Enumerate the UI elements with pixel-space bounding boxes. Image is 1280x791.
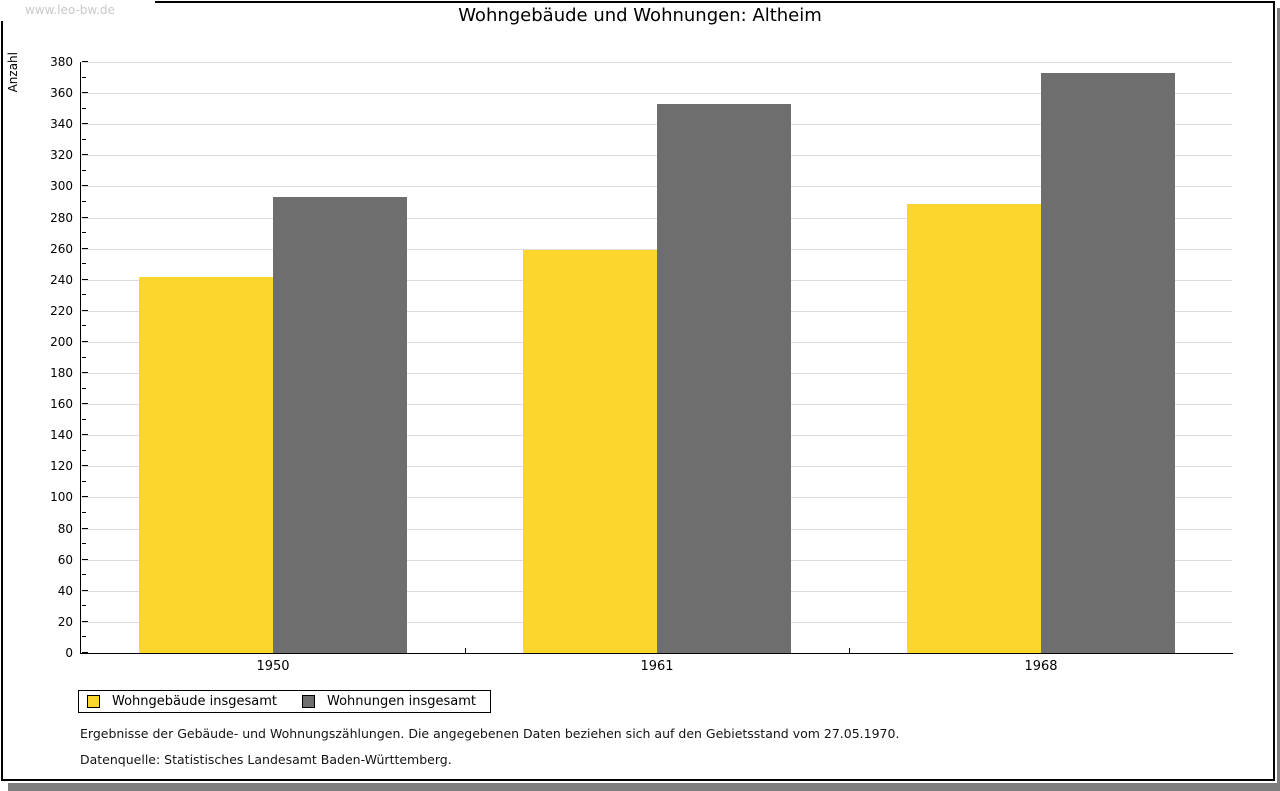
y-minor-tick — [82, 169, 86, 171]
y-minor-tick — [82, 294, 86, 296]
legend-label-wohnungen: Wohnungen insgesamt — [327, 694, 476, 709]
y-minor-tick — [82, 605, 86, 607]
y-tick-label: 80 — [57, 521, 73, 536]
gridline — [82, 62, 1232, 63]
y-tick-label: 360 — [50, 86, 73, 101]
y-major-tick — [82, 558, 88, 560]
bar — [523, 250, 657, 653]
footer-note: Ergebnisse der Gebäude- und Wohnungszähl… — [80, 726, 900, 741]
y-tick-label: 160 — [50, 397, 73, 412]
legend-swatch-yellow — [87, 695, 100, 708]
y-tick-label: 240 — [50, 272, 73, 287]
bar — [139, 277, 273, 653]
y-minor-tick — [82, 480, 86, 482]
chart-title: Wohngebäude und Wohnungen: Altheim — [458, 5, 822, 26]
y-major-tick — [82, 620, 88, 622]
y-major-tick — [82, 92, 88, 94]
y-tick-label: 140 — [50, 428, 73, 443]
y-tick-label: 120 — [50, 459, 73, 474]
y-major-tick — [82, 185, 88, 187]
x-tick-label: 1968 — [1024, 659, 1058, 674]
x-tick-label: 1961 — [640, 659, 674, 674]
frame-shadow-bottom — [8, 783, 1280, 791]
y-minor-tick — [82, 512, 86, 514]
frame-shadow-right — [1277, 8, 1280, 791]
group-divider-tick — [849, 648, 850, 653]
y-minor-tick — [82, 418, 86, 420]
y-minor-tick — [82, 263, 86, 265]
y-major-tick — [82, 403, 88, 405]
bar — [1041, 73, 1175, 653]
bar — [657, 104, 791, 653]
legend-item-wohngebaeude: Wohngebäude insgesamt — [87, 695, 277, 708]
watermark: www.leo-bw.de — [0, 0, 155, 21]
bar — [907, 204, 1041, 653]
y-major-tick — [82, 61, 88, 62]
y-tick-label: 260 — [50, 241, 73, 256]
y-minor-tick — [82, 107, 86, 109]
y-minor-tick — [82, 543, 86, 545]
y-major-tick — [82, 527, 88, 529]
y-major-tick — [82, 434, 88, 436]
y-major-tick — [82, 278, 88, 280]
y-major-tick — [82, 465, 88, 467]
y-tick-label: 200 — [50, 334, 73, 349]
group-divider-tick — [465, 648, 466, 653]
legend-label-wohngebaeude: Wohngebäude insgesamt — [112, 694, 277, 709]
y-tick-label: 340 — [50, 117, 73, 132]
y-major-tick — [82, 652, 88, 653]
y-major-tick — [82, 496, 88, 498]
y-minor-tick — [82, 232, 86, 234]
y-tick-label: 40 — [57, 583, 73, 598]
y-tick-label: 280 — [50, 210, 73, 225]
legend-item-wohnungen: Wohnungen insgesamt — [302, 695, 476, 708]
y-tick-label: 320 — [50, 148, 73, 163]
y-minor-tick — [82, 325, 86, 327]
y-minor-tick — [82, 138, 86, 140]
y-tick-label: 220 — [50, 303, 73, 318]
y-major-tick — [82, 247, 88, 249]
y-axis-title: Anzahl — [6, 52, 20, 93]
y-tick-label: 60 — [57, 552, 73, 567]
y-tick-label: 380 — [50, 55, 73, 69]
y-major-tick — [82, 216, 88, 218]
y-major-tick — [82, 123, 88, 125]
y-major-tick — [82, 154, 88, 156]
y-tick-label: 0 — [65, 646, 73, 660]
y-minor-tick — [82, 449, 86, 451]
y-minor-tick — [82, 200, 86, 202]
y-minor-tick — [82, 574, 86, 576]
bar — [273, 197, 407, 653]
gridline — [82, 93, 1232, 95]
footer-source: Datenquelle: Statistisches Landesamt Bad… — [80, 752, 452, 767]
y-tick-label: 20 — [57, 614, 73, 629]
y-minor-tick — [82, 387, 86, 389]
x-tick-label: 1950 — [256, 659, 290, 674]
y-minor-tick — [82, 76, 86, 78]
legend-swatch-gray — [302, 695, 315, 708]
y-tick-label: 180 — [50, 366, 73, 381]
plot-area: 0 20 40 60 80 100 120 140 160 180 200 220 240 260 280 3… — [50, 55, 1233, 674]
y-major-tick — [82, 372, 88, 374]
y-minor-tick — [82, 636, 86, 638]
y-major-tick — [82, 309, 88, 311]
y-tick-label: 100 — [50, 490, 73, 505]
y-major-tick — [82, 589, 88, 591]
y-tick-label: 300 — [50, 179, 73, 194]
legend: Wohngebäude insgesamt Wohnungen insgesam… — [78, 690, 491, 713]
y-major-tick — [82, 340, 88, 342]
y-minor-tick — [82, 356, 86, 358]
